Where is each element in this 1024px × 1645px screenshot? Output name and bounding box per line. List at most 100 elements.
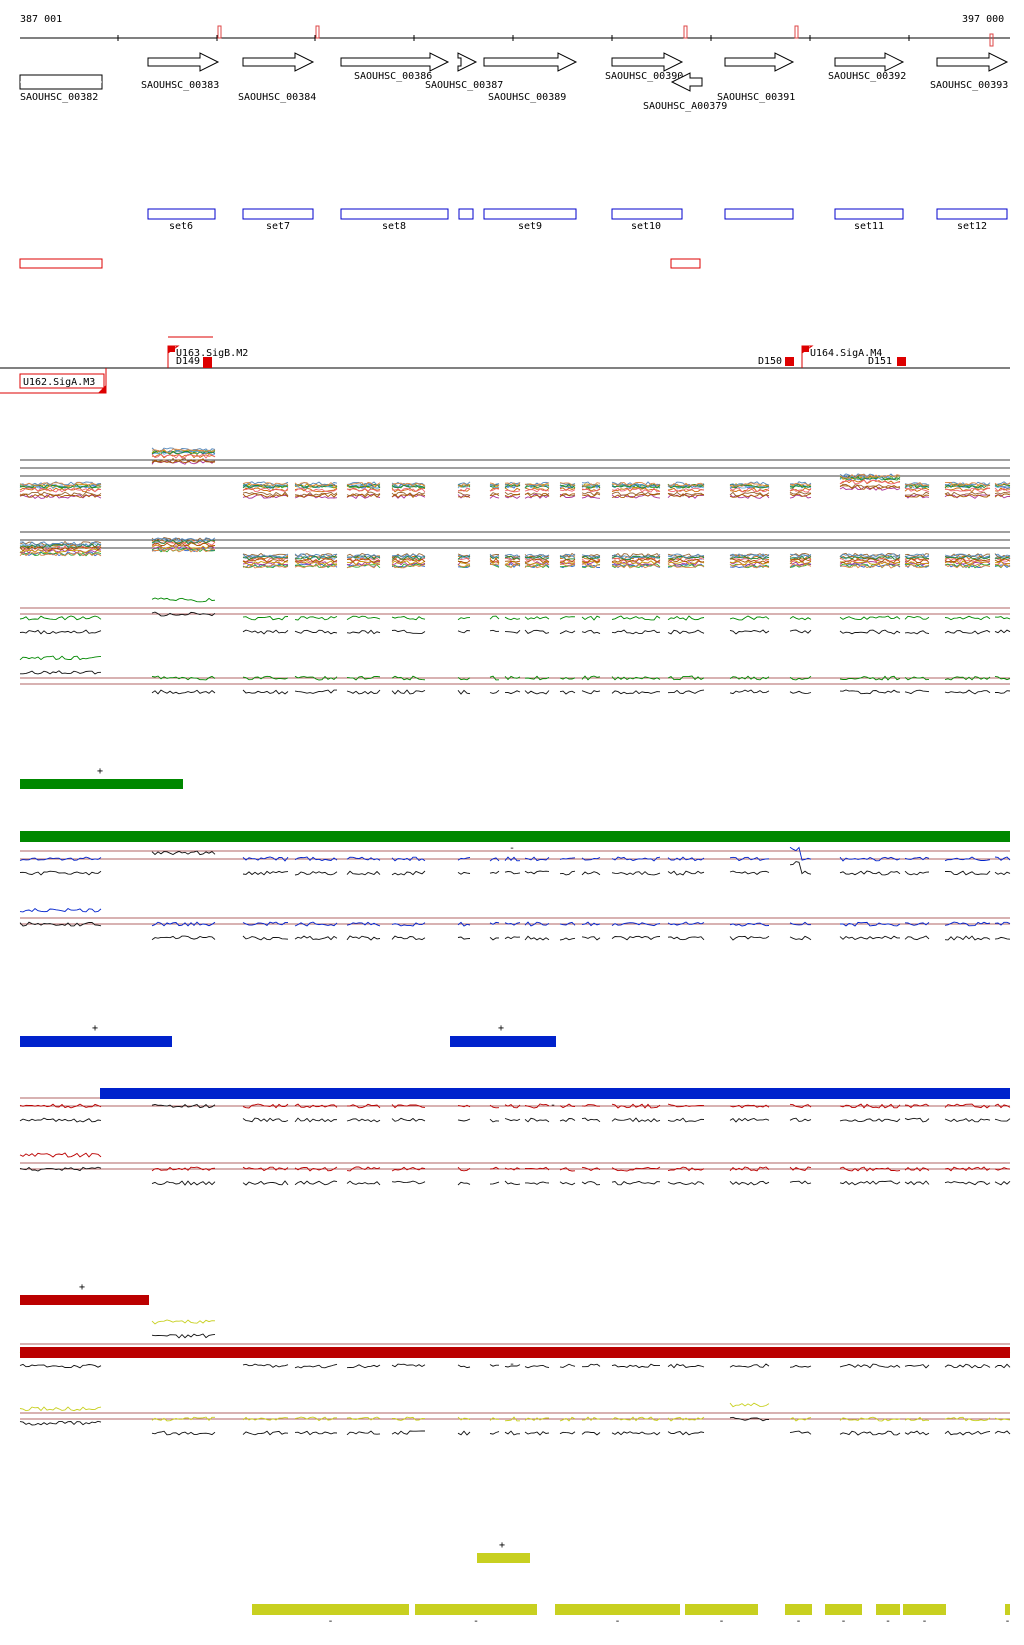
- expression-line: [391, 1104, 426, 1109]
- expression-line: [789, 555, 812, 560]
- expression-line: [839, 675, 901, 681]
- segment-bar: [20, 779, 183, 789]
- expression-line: [504, 936, 521, 940]
- expression-line: [611, 487, 661, 493]
- expression-line: [559, 1118, 576, 1122]
- expression-line: [524, 494, 550, 499]
- expression-line: [346, 553, 381, 558]
- expression-line: [667, 558, 705, 563]
- expression-line: [904, 630, 930, 635]
- expression-line: [457, 857, 471, 861]
- expression-line: [944, 1430, 991, 1436]
- expression-line: [242, 689, 289, 695]
- expression-line: [789, 675, 812, 681]
- expression-line: [19, 548, 102, 554]
- expression-line: [489, 553, 500, 559]
- expression-line: [944, 491, 991, 497]
- expression-line: [489, 1166, 500, 1170]
- expression-line: [667, 689, 705, 694]
- expression-line: [19, 543, 102, 548]
- expression-line: [457, 676, 471, 681]
- expression-line: [559, 921, 576, 926]
- expression-line: [729, 563, 770, 569]
- expression-line: [151, 541, 216, 546]
- expression-line: [611, 1117, 661, 1123]
- expression-line: [391, 563, 426, 569]
- expression-line: [19, 856, 102, 861]
- expression-line: [151, 542, 216, 547]
- gene-label: SAOUHSC_00392: [828, 71, 906, 82]
- expression-line: [19, 551, 102, 557]
- set-track: set6 set7 set8 set9 set10 set11 set12: [147, 208, 1008, 232]
- expression-line: [839, 552, 901, 558]
- expression-line: [391, 870, 426, 876]
- set-label: set11: [854, 221, 884, 232]
- set-label: set10: [631, 221, 661, 232]
- expression-line: [524, 493, 550, 498]
- expression-line: [346, 491, 381, 497]
- expression-line: [504, 1180, 521, 1186]
- expression-line: [789, 935, 812, 941]
- expression-line: [457, 630, 471, 634]
- expression-line: [611, 615, 661, 621]
- expression-line: [944, 481, 991, 487]
- expression-line: [904, 856, 930, 861]
- set-box: [834, 208, 904, 220]
- expression-line: [839, 1416, 901, 1422]
- expression-line: [559, 482, 576, 487]
- expression-line: [391, 558, 426, 563]
- expression-line: [611, 482, 661, 487]
- expression-line: [904, 689, 930, 695]
- segment-bar: [20, 1295, 149, 1305]
- expression-line: [346, 935, 381, 941]
- gene-arrow: [724, 52, 795, 72]
- terminator-mark: [785, 357, 794, 366]
- promoter-label: U163.SigB.M2: [176, 348, 248, 359]
- expression-line: [611, 856, 661, 862]
- expression-line: [294, 1103, 338, 1109]
- expression-line: [151, 1166, 216, 1172]
- expression-line: [19, 1420, 102, 1426]
- expression-line: [242, 1117, 289, 1123]
- expression-line: [729, 481, 770, 487]
- strand-label: -: [885, 1616, 891, 1627]
- expression-line: [242, 1430, 289, 1436]
- expression-line: [151, 675, 216, 681]
- expression-line: [294, 1430, 338, 1436]
- expression-line: [294, 481, 338, 486]
- expression-line: [994, 485, 1011, 488]
- coord-start: 387 001: [20, 14, 63, 25]
- expression-line: [457, 554, 471, 558]
- expression-line: [489, 936, 500, 941]
- expression-line: [559, 1181, 576, 1186]
- expression-line: [789, 484, 812, 489]
- expression-line: [489, 487, 500, 492]
- gene-label: SAOUHSC_00389: [488, 92, 566, 103]
- expression-line: [904, 870, 930, 876]
- region-track: [19, 258, 701, 269]
- expression-line: [667, 1181, 705, 1186]
- expression-line: [994, 1417, 1011, 1421]
- expression-line: [994, 1167, 1011, 1171]
- expression-line: [294, 563, 338, 569]
- ruler-marker: [794, 25, 799, 39]
- expression-line: [581, 675, 601, 681]
- expression-line: [391, 1430, 425, 1435]
- expression-line: [524, 492, 550, 496]
- expression-line: [19, 481, 102, 487]
- segment-bar: [20, 831, 1010, 842]
- expression-line: [504, 1416, 521, 1422]
- expression-line: [839, 1430, 901, 1436]
- expression-line: [489, 1118, 500, 1123]
- expression-line: [346, 856, 381, 861]
- coord-end: 397 000: [962, 14, 1005, 25]
- expression-line: [994, 675, 1011, 681]
- expression-line: [525, 1181, 550, 1185]
- expression-line: [729, 1104, 770, 1109]
- expression-line: [294, 1117, 338, 1123]
- expression-line: [294, 555, 338, 561]
- expression-line: [945, 487, 991, 493]
- expression-line: [489, 484, 500, 489]
- expression-line: [489, 1431, 500, 1435]
